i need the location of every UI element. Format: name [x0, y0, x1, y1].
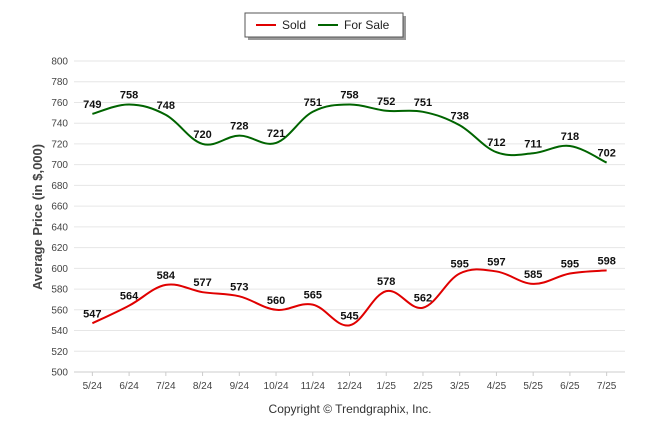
data-label-sold: 578 [377, 276, 395, 288]
data-label-for-sale: 702 [597, 148, 615, 160]
data-label-for-sale: 749 [83, 99, 101, 111]
data-label-sold: 598 [597, 255, 615, 267]
x-tick-label: 6/25 [560, 381, 580, 392]
data-label-sold: 577 [193, 277, 211, 289]
data-label-for-sale: 758 [120, 90, 138, 102]
x-tick-label: 4/25 [487, 381, 507, 392]
data-label-sold: 585 [524, 269, 542, 281]
y-tick-label: 520 [51, 347, 68, 358]
y-tick-label: 680 [51, 181, 68, 192]
data-label-sold: 584 [157, 270, 176, 282]
data-label-sold: 595 [451, 259, 469, 271]
data-label-for-sale: 728 [230, 121, 248, 133]
legend-label-for-sale: For Sale [344, 18, 390, 32]
y-tick-label: 720 [51, 139, 68, 150]
y-tick-label: 660 [51, 202, 68, 213]
data-label-for-sale: 718 [561, 131, 579, 143]
series-line-for-sale [92, 103, 608, 164]
x-tick-label: 10/24 [264, 381, 289, 392]
data-label-sold: 565 [304, 290, 322, 302]
data-label-sold: 545 [340, 310, 358, 322]
data-label-for-sale: 711 [524, 138, 542, 150]
x-tick-label: 11/24 [301, 381, 326, 392]
x-tick-label: 6/24 [119, 381, 139, 392]
data-label-sold: 573 [230, 281, 248, 293]
y-tick-label: 780 [51, 77, 68, 88]
data-labels: 547 564 584 577 573 560 565 545 578 562 595 597 585 5… [83, 90, 616, 323]
y-tick-label: 640 [51, 222, 68, 233]
y-tick-label: 600 [51, 264, 68, 275]
data-label-for-sale: 721 [267, 128, 285, 140]
y-tick-label: 620 [51, 243, 68, 254]
copyright-footer: Copyright © Trendgraphix, Inc. [269, 402, 432, 416]
y-tick-label: 560 [51, 305, 68, 316]
x-tick-label: 7/24 [156, 381, 176, 392]
x-tick-label: 3/25 [450, 381, 470, 392]
data-label-sold: 560 [267, 295, 285, 307]
y-tick-label: 700 [51, 160, 68, 171]
x-tick-label: 9/24 [230, 381, 250, 392]
y-tick-label: 760 [51, 98, 68, 109]
x-tick-label: 5/25 [523, 381, 543, 392]
x-tick-label: 7/25 [597, 381, 617, 392]
data-label-for-sale: 720 [193, 129, 211, 141]
data-label-for-sale: 748 [157, 100, 175, 112]
data-label-for-sale: 738 [451, 110, 469, 122]
data-label-sold: 564 [120, 291, 139, 303]
y-tick-label: 740 [51, 119, 68, 130]
x-tick-label: 2/25 [413, 381, 433, 392]
series-lines [91, 103, 608, 327]
series-line-sold [91, 268, 607, 327]
x-axis-ticks: 5/24 6/24 7/24 8/24 9/24 10/24 11/24 12/24 1/25 2… [83, 372, 617, 392]
legend-label-sold: Sold [282, 18, 306, 32]
y-axis-ticks: 500 520 540 560 580 600 620 640 660 680 700 720 740 7… [51, 57, 68, 379]
x-tick-label: 12/24 [337, 381, 362, 392]
data-label-for-sale: 758 [340, 90, 358, 102]
y-tick-label: 500 [51, 368, 68, 379]
data-label-sold: 595 [561, 259, 579, 271]
data-label-for-sale: 751 [304, 97, 322, 109]
x-tick-label: 5/24 [83, 381, 103, 392]
y-axis-title: Average Price (in $,000) [30, 144, 45, 290]
data-label-sold: 562 [414, 293, 432, 305]
y-tick-label: 580 [51, 285, 68, 296]
x-tick-label: 8/24 [193, 381, 213, 392]
data-label-for-sale: 751 [414, 97, 432, 109]
data-label-for-sale: 712 [487, 137, 505, 149]
y-tick-label: 540 [51, 326, 68, 337]
x-tick-label: 1/25 [376, 381, 396, 392]
data-label-sold: 547 [83, 308, 101, 320]
data-label-for-sale: 752 [377, 96, 395, 108]
legend: Sold For Sale [244, 12, 406, 40]
data-label-sold: 597 [487, 256, 505, 268]
y-tick-label: 800 [51, 57, 68, 68]
